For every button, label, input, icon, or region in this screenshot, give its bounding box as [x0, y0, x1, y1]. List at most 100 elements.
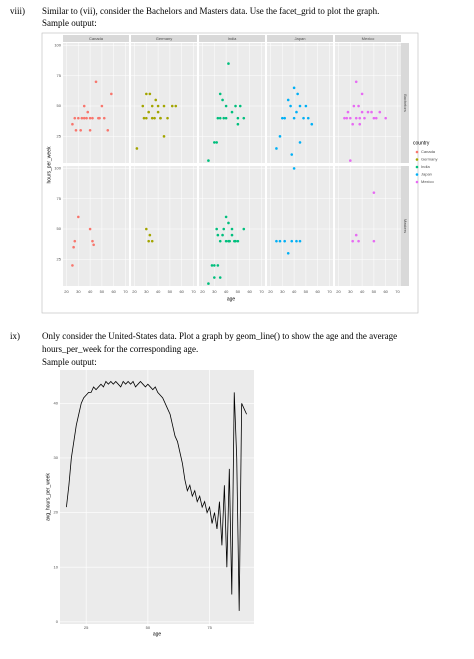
point	[79, 128, 82, 132]
point	[147, 110, 150, 114]
point	[159, 116, 162, 120]
item-label: ix)	[10, 331, 20, 341]
point	[283, 239, 286, 243]
y-axis-label: avg_hours_per_week	[45, 473, 51, 521]
x-axis-label: age	[153, 631, 162, 637]
x-tick-label: 30	[212, 289, 217, 294]
point	[166, 116, 169, 120]
panel	[63, 166, 129, 286]
point	[283, 116, 286, 120]
x-tick-label: 60	[247, 289, 252, 294]
panel	[63, 43, 129, 163]
point	[216, 264, 220, 267]
x-tick-label: 50	[372, 289, 377, 294]
point	[150, 104, 154, 108]
point	[135, 147, 139, 150]
facet-strip	[267, 35, 333, 42]
x-tick-label: 30	[280, 289, 285, 294]
point	[346, 110, 350, 114]
point	[71, 122, 74, 126]
point	[216, 116, 220, 120]
point	[106, 128, 110, 132]
point	[94, 80, 98, 84]
point	[351, 239, 354, 243]
point	[150, 239, 154, 243]
x-tick-label: 70	[395, 289, 400, 294]
y-tick-label: 25	[57, 133, 62, 138]
legend-title: country	[413, 140, 430, 146]
point	[230, 227, 234, 231]
facet-strip-label: Japan	[295, 36, 306, 41]
point	[281, 116, 284, 120]
panel	[335, 166, 401, 286]
point	[221, 233, 224, 237]
point	[230, 233, 234, 237]
point	[234, 239, 237, 243]
legend-key	[415, 173, 419, 176]
x-tick-label: 40	[156, 289, 161, 294]
point	[290, 239, 294, 243]
item-text: Similar to (vii), consider the Bachelors…	[42, 6, 379, 16]
point	[86, 110, 90, 114]
point	[275, 239, 278, 243]
x-tick-label: 70	[259, 289, 264, 294]
point	[227, 62, 230, 65]
point	[278, 135, 282, 138]
y-tick-label: 30	[54, 455, 59, 460]
point	[292, 86, 296, 90]
point	[357, 239, 360, 243]
point	[296, 92, 299, 96]
point	[85, 116, 88, 120]
point	[174, 104, 178, 108]
point	[358, 116, 362, 120]
point	[372, 191, 376, 194]
point	[82, 116, 86, 120]
point	[298, 141, 302, 144]
point	[349, 116, 352, 120]
point	[224, 116, 228, 120]
point	[98, 116, 101, 120]
facet-strip	[335, 35, 401, 42]
point	[374, 116, 378, 120]
point	[102, 116, 106, 120]
y-tick-label: 100	[54, 165, 61, 170]
point	[154, 98, 158, 102]
facet-strip	[131, 35, 197, 42]
point	[147, 239, 150, 243]
facet-strip	[401, 43, 409, 163]
point	[156, 110, 160, 114]
legend-label: Mexico	[421, 179, 434, 184]
x-tick-label: 60	[383, 289, 388, 294]
x-tick-label: 75	[207, 625, 212, 630]
point	[242, 227, 246, 231]
item-label: viii)	[10, 6, 25, 16]
point	[286, 251, 290, 255]
point	[302, 116, 305, 120]
point	[148, 92, 152, 96]
x-tick-label: 70	[123, 289, 128, 294]
point	[236, 116, 240, 120]
point	[218, 116, 222, 120]
point	[162, 135, 166, 138]
point	[343, 116, 346, 120]
point	[213, 264, 216, 267]
y-tick-label: 75	[57, 196, 62, 201]
x-tick-label: 50	[168, 289, 173, 294]
point	[218, 239, 222, 243]
facet-strip-label: Mexico	[362, 36, 375, 41]
item-text: Sample output:	[42, 357, 97, 367]
point	[358, 122, 362, 126]
x-tick-label: 30	[348, 289, 353, 294]
point	[77, 215, 80, 219]
point	[207, 159, 210, 162]
point	[73, 116, 77, 120]
point	[213, 276, 216, 279]
x-tick-label: 70	[191, 289, 196, 294]
y-tick-label: 0	[56, 619, 59, 624]
point	[100, 104, 104, 108]
item-text: Only consider the United-States data. Pl…	[42, 331, 397, 341]
point	[80, 116, 84, 120]
point	[304, 104, 308, 108]
point	[354, 116, 358, 120]
